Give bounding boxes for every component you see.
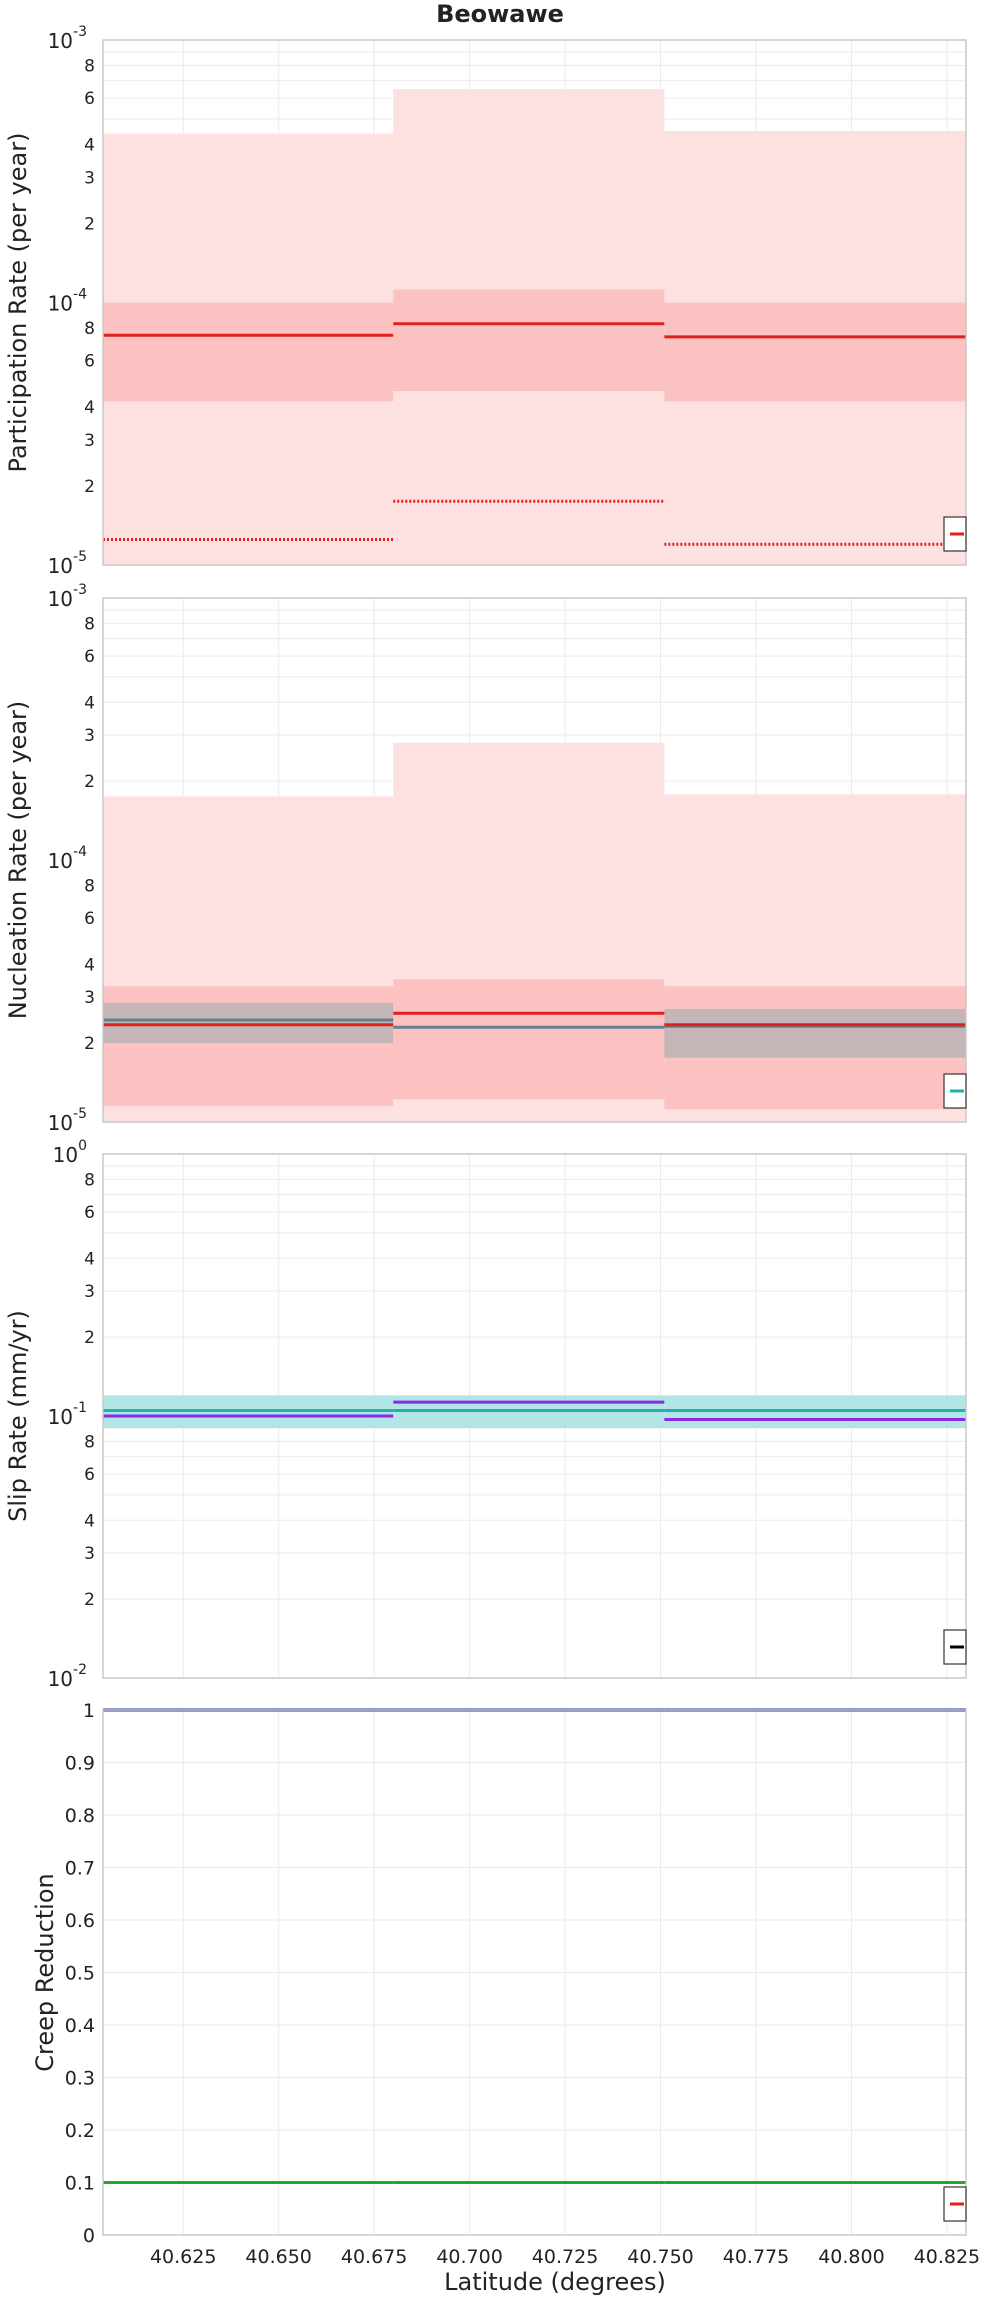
plot-frame <box>102 39 967 566</box>
y-axis-label: Slip Rate (mm/yr) <box>4 1310 32 1522</box>
panel-nucleation: 10-5 2 3 4 6 8 10-4 2 3 4 6 8 10-3 Nucleation Rate (p… <box>4 582 967 1135</box>
y-tick-label: 10-5 <box>48 549 87 578</box>
plot-frame <box>102 597 967 1123</box>
y-axis-label: Nucleation Rate (per year) <box>4 701 32 1020</box>
y-tick-label: 6 <box>84 352 95 372</box>
y-tick-label: 3 <box>84 168 95 188</box>
band-inner-range <box>664 302 966 402</box>
y-tick-label: 0.4 <box>65 2015 95 2037</box>
y-tick-label: 10-4 <box>48 844 88 873</box>
y-tick-label: 8 <box>84 1170 95 1190</box>
band-inner-range <box>393 979 665 1100</box>
x-tick-label: 40.775 <box>723 2246 789 2268</box>
y-tick-label: 0.2 <box>65 2120 95 2142</box>
x-tick-label: 40.675 <box>341 2246 407 2268</box>
y-tick-label: 10-4 <box>48 287 88 316</box>
y-axis-label: Creep Reduction <box>31 1873 59 2071</box>
y-tick-label: 8 <box>84 876 95 896</box>
x-tick-label: 40.625 <box>150 2246 216 2268</box>
y-tick-label: 0.3 <box>65 2068 95 2090</box>
y-tick-label: 8 <box>84 614 95 634</box>
band-gray-range <box>103 1002 394 1044</box>
x-tick-label: 40.750 <box>627 2246 693 2268</box>
y-tick-label: 2 <box>84 477 95 497</box>
y-tick-label: 4 <box>84 955 95 975</box>
y-tick-label: 100 <box>53 1138 87 1167</box>
y-tick-label: 2 <box>84 1328 95 1348</box>
y-tick-label: 10-3 <box>48 582 87 611</box>
y-tick-label: 3 <box>84 988 95 1008</box>
y-tick-label: 8 <box>84 319 95 339</box>
x-tick-label: 40.650 <box>245 2246 311 2268</box>
legend <box>943 1629 967 1665</box>
band-inner-range <box>103 302 394 402</box>
legend <box>943 1073 967 1109</box>
y-tick-label: 2 <box>84 214 95 234</box>
y-axis-label: Participation Rate (per year) <box>4 133 32 473</box>
band-inner-range <box>393 289 665 392</box>
panel-slip-rate: 10-2 2 3 4 6 8 10-1 2 3 4 6 8 100 Slip Rate (mm/yr) <box>4 1138 967 1691</box>
x-tick-label: 40.725 <box>532 2246 598 2268</box>
y-tick-label: 8 <box>84 56 95 76</box>
y-tick-label: 0 <box>83 2225 95 2247</box>
legend <box>943 516 967 552</box>
x-tick-label: 40.800 <box>818 2246 884 2268</box>
y-tick-label: 2 <box>84 1034 95 1054</box>
legend <box>943 2186 967 2222</box>
y-tick-label: 0.7 <box>65 1858 95 1880</box>
y-tick-label: 4 <box>84 398 95 418</box>
y-tick-label: 6 <box>84 89 95 109</box>
y-tick-label: 0.6 <box>65 1910 95 1932</box>
panel-participation: 10-5 2 3 4 6 8 10-4 2 3 4 6 8 10-3 Participation Rate… <box>4 24 967 578</box>
plot-frame <box>102 1153 967 1679</box>
y-tick-label: 6 <box>84 1203 95 1223</box>
x-tick-label: 40.825 <box>914 2246 980 2268</box>
x-tick-label: 40.700 <box>436 2246 502 2268</box>
y-tick-label: 4 <box>84 1249 95 1269</box>
y-tick-label: 4 <box>84 135 95 155</box>
y-tick-label: 0.9 <box>65 1753 95 1775</box>
y-tick-label: 2 <box>84 772 95 792</box>
y-tick-label: 0.1 <box>65 2173 95 2195</box>
y-tick-label: 3 <box>84 726 95 746</box>
band-gray-range <box>664 1008 966 1058</box>
y-tick-label: 1 <box>83 1700 95 1722</box>
plot-frame <box>102 1709 967 2236</box>
y-tick-label: 4 <box>84 693 95 713</box>
y-tick-label: 4 <box>84 1511 95 1531</box>
y-tick-label: 3 <box>84 1282 95 1302</box>
panel-creep: 0 0.1 0.2 0.3 0.4 0.5 0.6 0.7 0.8 0.9 1 Creep Reduc… <box>31 1700 967 2247</box>
y-tick-label: 0.5 <box>65 1963 95 1985</box>
y-tick-label: 6 <box>84 1465 95 1485</box>
y-tick-label: 10-5 <box>48 1106 87 1135</box>
figure-title: Beowawe <box>436 0 564 28</box>
y-tick-label: 3 <box>84 431 95 451</box>
y-tick-label: 3 <box>84 1544 95 1564</box>
x-axis-label: Latitude (degrees) <box>444 2268 666 2296</box>
y-tick-label: 0.8 <box>65 1805 95 1827</box>
y-tick-label: 2 <box>84 1590 95 1610</box>
y-tick-label: 6 <box>84 647 95 667</box>
y-tick-label: 10-2 <box>48 1662 87 1691</box>
y-tick-label: 10-3 <box>48 24 87 53</box>
y-tick-label: 10-1 <box>48 1400 87 1429</box>
y-tick-label: 6 <box>84 909 95 929</box>
y-tick-label: 8 <box>84 1432 95 1452</box>
